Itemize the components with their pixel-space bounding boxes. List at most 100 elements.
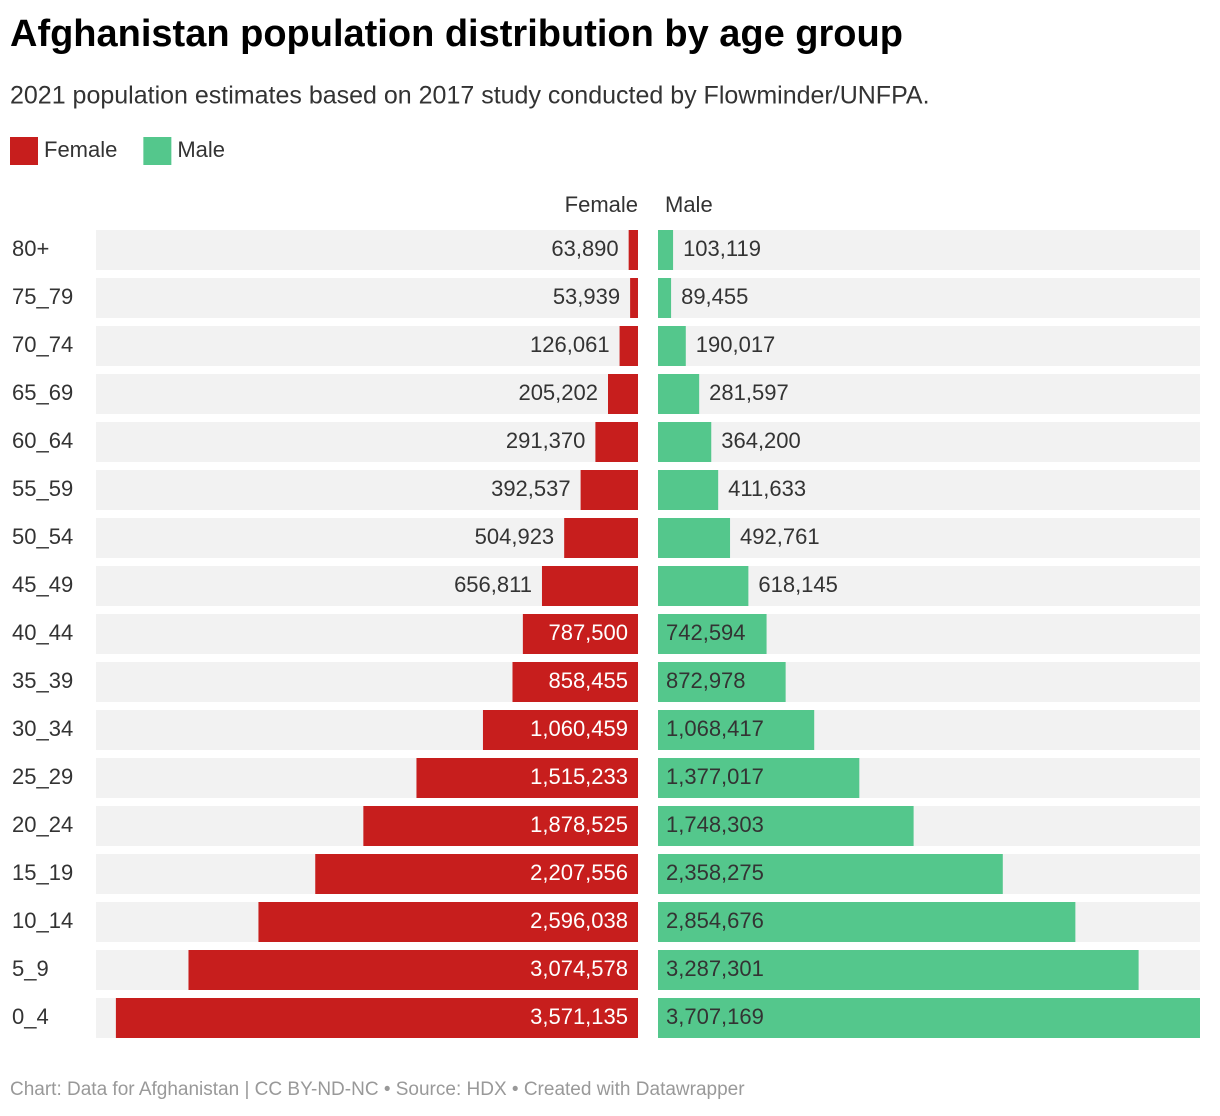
value-label: 53,939 <box>553 284 620 309</box>
value-label: 1,060,459 <box>530 716 628 741</box>
column-header: Female <box>565 192 638 217</box>
bar <box>258 902 638 942</box>
value-label: 89,455 <box>681 284 748 309</box>
value-label: 2,854,676 <box>666 908 764 933</box>
bar <box>658 422 712 462</box>
value-label: 411,633 <box>728 476 806 501</box>
value-label: 3,074,578 <box>530 956 628 981</box>
value-label: 103,119 <box>683 236 761 261</box>
row-background <box>96 278 638 318</box>
category-label: 45_49 <box>12 572 73 597</box>
value-label: 656,811 <box>454 572 532 597</box>
row-background <box>96 374 638 414</box>
bar <box>658 758 860 798</box>
value-label: 742,594 <box>666 620 746 645</box>
bar <box>564 518 638 558</box>
category-label: 80+ <box>12 236 49 261</box>
legend-label: Male <box>177 137 225 162</box>
bar <box>188 950 639 990</box>
bar <box>658 662 786 702</box>
row-background <box>658 518 1200 558</box>
value-label: 858,455 <box>548 668 628 693</box>
value-label: 872,978 <box>666 668 746 693</box>
bar <box>595 422 638 462</box>
row-background <box>658 326 1200 366</box>
value-label: 2,596,038 <box>530 908 628 933</box>
category-label: 20_24 <box>12 812 73 837</box>
row-background <box>658 374 1200 414</box>
bar <box>512 662 638 702</box>
value-label: 205,202 <box>518 380 598 405</box>
bar <box>658 806 914 846</box>
value-label: 492,761 <box>740 524 820 549</box>
bar <box>580 470 638 510</box>
row-background <box>658 230 1200 270</box>
value-label: 392,537 <box>491 476 571 501</box>
bar <box>658 950 1139 990</box>
value-label: 291,370 <box>506 428 586 453</box>
value-label: 787,500 <box>548 620 628 645</box>
category-label: 60_64 <box>12 428 73 453</box>
category-label: 70_74 <box>12 332 73 357</box>
value-label: 3,707,169 <box>666 1004 764 1029</box>
category-label: 65_69 <box>12 380 73 405</box>
bar <box>541 566 638 606</box>
value-label: 3,571,135 <box>530 1004 628 1029</box>
value-label: 2,207,556 <box>530 860 628 885</box>
bar <box>658 326 686 366</box>
value-label: 3,287,301 <box>666 956 764 981</box>
legend-swatch <box>143 137 172 165</box>
category-label: 55_59 <box>12 476 73 501</box>
category-label: 50_54 <box>12 524 73 549</box>
row-background <box>96 326 638 366</box>
category-label: 15_19 <box>12 860 73 885</box>
value-label: 281,597 <box>709 380 789 405</box>
value-label: 1,068,417 <box>666 716 764 741</box>
value-label: 126,061 <box>530 332 610 357</box>
category-label: 75_79 <box>12 284 73 309</box>
row-background <box>658 278 1200 318</box>
row-background <box>96 230 638 270</box>
value-label: 1,748,303 <box>666 812 764 837</box>
bar <box>658 518 731 558</box>
bar <box>315 854 638 894</box>
value-label: 618,145 <box>758 572 838 597</box>
bar <box>658 710 815 750</box>
bar <box>363 806 638 846</box>
row-background <box>96 518 638 558</box>
column-header: Male <box>665 192 713 217</box>
row-background <box>658 470 1200 510</box>
row-background <box>96 422 638 462</box>
bar <box>658 614 767 654</box>
bar <box>658 470 719 510</box>
bar <box>658 902 1076 942</box>
bar <box>658 278 672 318</box>
value-label: 1,377,017 <box>666 764 764 789</box>
bar <box>482 710 638 750</box>
bar <box>630 278 638 318</box>
bar <box>619 326 638 366</box>
bar <box>115 998 638 1038</box>
bar <box>658 566 749 606</box>
bar <box>658 854 1003 894</box>
row-background <box>96 470 638 510</box>
bar <box>628 230 638 270</box>
value-label: 364,200 <box>721 428 801 453</box>
category-label: 0_4 <box>12 1004 49 1029</box>
bar <box>658 998 1200 1038</box>
category-label: 30_34 <box>12 716 73 741</box>
row-background <box>658 422 1200 462</box>
value-label: 2,358,275 <box>666 860 764 885</box>
bar <box>658 374 700 414</box>
bar <box>658 230 674 270</box>
bar <box>607 374 638 414</box>
legend-swatch <box>10 137 38 165</box>
value-label: 1,878,525 <box>530 812 628 837</box>
bar <box>522 614 638 654</box>
legend-label: Female <box>44 137 117 162</box>
category-label: 5_9 <box>12 956 49 981</box>
value-label: 190,017 <box>696 332 776 357</box>
footer: Chart: Data for Afghanistan | CC BY-ND-N… <box>10 1079 745 1100</box>
value-label: 504,923 <box>475 524 555 549</box>
